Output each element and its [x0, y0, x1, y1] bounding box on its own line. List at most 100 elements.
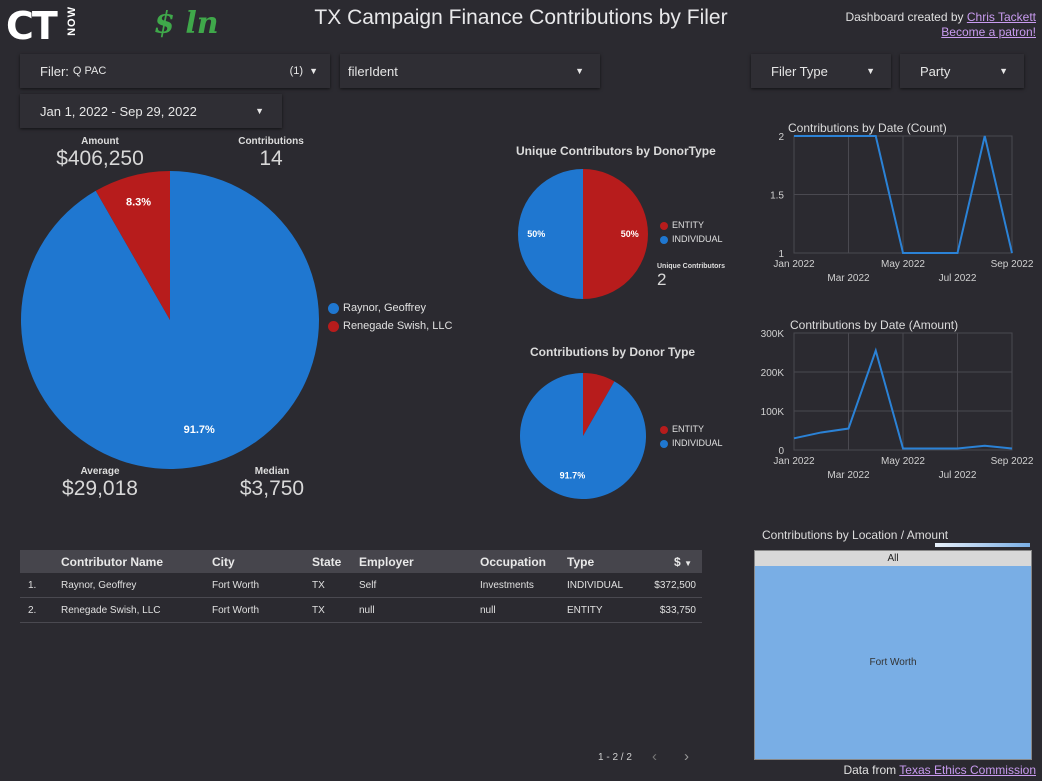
- pie-slice[interactable]: [520, 373, 646, 499]
- average-kpi: Average $29,018: [40, 466, 160, 501]
- prev-page-icon[interactable]: ‹: [652, 748, 657, 765]
- footer: Data from Texas Ethics Commission: [843, 763, 1036, 777]
- legend-swatch: [660, 235, 668, 244]
- count-line-chart-title: Contributions by Date (Count): [788, 121, 947, 135]
- pie-slice-label: 91.7%: [560, 471, 586, 481]
- x-tick-label: May 2022: [881, 259, 925, 270]
- table-row[interactable]: 2. Renegade Swish, LLC Fort Worth TX nul…: [20, 597, 702, 623]
- column-header-occupation[interactable]: Occupation: [480, 550, 567, 573]
- pie-slice-label: 50%: [621, 229, 639, 239]
- cell-city: Fort Worth: [212, 597, 312, 623]
- table-header-index: [20, 550, 61, 573]
- legend-swatch: [660, 221, 668, 230]
- credit-prefix: Dashboard created by: [845, 10, 967, 24]
- y-tick-label: 1.5: [770, 191, 784, 202]
- legend-label: Renegade Swish, LLC: [343, 320, 453, 332]
- legend-item: ENTITY: [660, 424, 723, 438]
- x-tick-label: Jul 2022: [939, 470, 977, 481]
- legend-label: INDIVIDUAL: [672, 234, 723, 244]
- unique-contributors-chart-title: Unique Contributors by DonorType: [516, 144, 716, 158]
- series-line[interactable]: [793, 347, 1013, 450]
- page-title: TX Campaign Finance Contributions by Fil…: [314, 6, 728, 29]
- legend-item: Raynor, Geoffrey: [328, 302, 452, 320]
- x-tick-label: Mar 2022: [827, 273, 870, 284]
- median-kpi-label: Median: [254, 466, 290, 477]
- cell-type: ENTITY: [567, 597, 645, 623]
- pie-slice[interactable]: [95, 171, 170, 320]
- filer-type-filter[interactable]: Filer Type ▼: [751, 54, 891, 88]
- x-tick-label: Jan 2022: [773, 259, 815, 270]
- next-page-icon[interactable]: ›: [684, 748, 689, 765]
- column-header-type[interactable]: Type: [567, 550, 645, 573]
- average-kpi-label: Average: [80, 466, 120, 477]
- cell-occupation: Investments: [480, 573, 567, 598]
- filer-filter-label: Filer:: [40, 63, 69, 79]
- footer-prefix: Data from: [843, 763, 900, 777]
- series-line[interactable]: [794, 135, 1013, 254]
- legend-swatch: [660, 439, 668, 448]
- unique-contributors-kpi-value: 2: [657, 270, 667, 289]
- cell-employer: null: [359, 597, 480, 623]
- x-tick-label: Jan 2022: [773, 456, 815, 467]
- pie-slice[interactable]: [583, 373, 615, 436]
- dollar-ln-logo: $ ln: [154, 6, 219, 41]
- y-tick-label: 200K: [761, 368, 785, 379]
- pie-slice[interactable]: [518, 169, 583, 299]
- credit-block: Dashboard created by Chris Tackett Becom…: [845, 10, 1036, 40]
- patron-link[interactable]: Become a patron!: [941, 25, 1036, 39]
- filer-filter[interactable]: Filer: Q PAC (1) ▼: [20, 54, 330, 88]
- date-range-filter[interactable]: Jan 1, 2022 - Sep 29, 2022 ▼: [20, 94, 282, 128]
- treemap-root-header[interactable]: All: [755, 551, 1031, 566]
- contributions-table: Contributor Name City State Employer Occ…: [20, 550, 702, 623]
- cell-contributor-name: Raynor, Geoffrey: [61, 573, 212, 598]
- amount-kpi-label: Amount: [81, 136, 119, 147]
- chevron-down-icon: ▼: [866, 66, 875, 76]
- legend-label: INDIVIDUAL: [672, 438, 723, 448]
- chevron-down-icon: ▼: [999, 66, 1008, 76]
- legend-item: INDIVIDUAL: [660, 438, 723, 452]
- column-header-employer[interactable]: Employer: [359, 550, 480, 573]
- pie-slice[interactable]: [583, 169, 648, 299]
- contributions-kpi: Contributions 14: [220, 136, 322, 171]
- party-filter-label: Party: [920, 63, 951, 79]
- x-tick-label: May 2022: [881, 456, 925, 467]
- table-header-row: Contributor Name City State Employer Occ…: [20, 550, 702, 573]
- author-link[interactable]: Chris Tackett: [966, 10, 1036, 24]
- cell-amount: $372,500: [645, 573, 702, 598]
- table-row[interactable]: 1. Raynor, Geoffrey Fort Worth TX Self I…: [20, 573, 702, 598]
- column-header-city[interactable]: City: [212, 550, 312, 573]
- treemap-cell[interactable]: Fort Worth: [755, 566, 1031, 759]
- legend-swatch: [328, 320, 339, 332]
- legend-label: ENTITY: [672, 424, 705, 434]
- treemap-color-scale: [935, 543, 1030, 547]
- column-header-state[interactable]: State: [312, 550, 359, 573]
- pagination-label: 1 - 2 / 2: [598, 752, 632, 763]
- y-tick-label: 1: [778, 249, 784, 260]
- filer-filter-count: (1): [289, 65, 304, 77]
- party-filter[interactable]: Party ▼: [900, 54, 1024, 88]
- cell-state: TX: [312, 573, 359, 598]
- cell-occupation: null: [480, 597, 567, 623]
- donor-type-pie-chart: 91.7%: [520, 373, 646, 499]
- contributor-pie-legend: Raynor, Geoffrey Renegade Swish, LLC: [328, 302, 452, 338]
- filerident-filter[interactable]: filerIdent ▼: [340, 54, 600, 88]
- x-tick-label: Sep 2022: [991, 456, 1034, 467]
- filer-filter-value: Q PAC: [72, 65, 107, 77]
- chevron-down-icon: ▼: [575, 66, 584, 76]
- column-header-amount[interactable]: $ ▼: [645, 550, 702, 573]
- pie-slice-label: 91.7%: [184, 424, 215, 436]
- column-header-contributor-name[interactable]: Contributor Name: [61, 550, 212, 573]
- row-index: 1.: [20, 573, 61, 598]
- unique-contributors-kpi-label: Unique Contributors: [657, 263, 726, 270]
- x-tick-label: Jul 2022: [939, 273, 977, 284]
- texas-ethics-link[interactable]: Texas Ethics Commission: [899, 763, 1036, 777]
- cell-employer: Self: [359, 573, 480, 598]
- contributor-amount-pie-chart: 91.7% 8.3%: [21, 171, 320, 469]
- contributions-kpi-value: 14: [259, 147, 283, 170]
- filer-type-filter-label: Filer Type: [771, 63, 828, 79]
- average-kpi-value: $29,018: [62, 477, 138, 500]
- cell-contributor-name: Renegade Swish, LLC: [61, 597, 212, 623]
- amount-line-chart-title: Contributions by Date (Amount): [790, 318, 959, 332]
